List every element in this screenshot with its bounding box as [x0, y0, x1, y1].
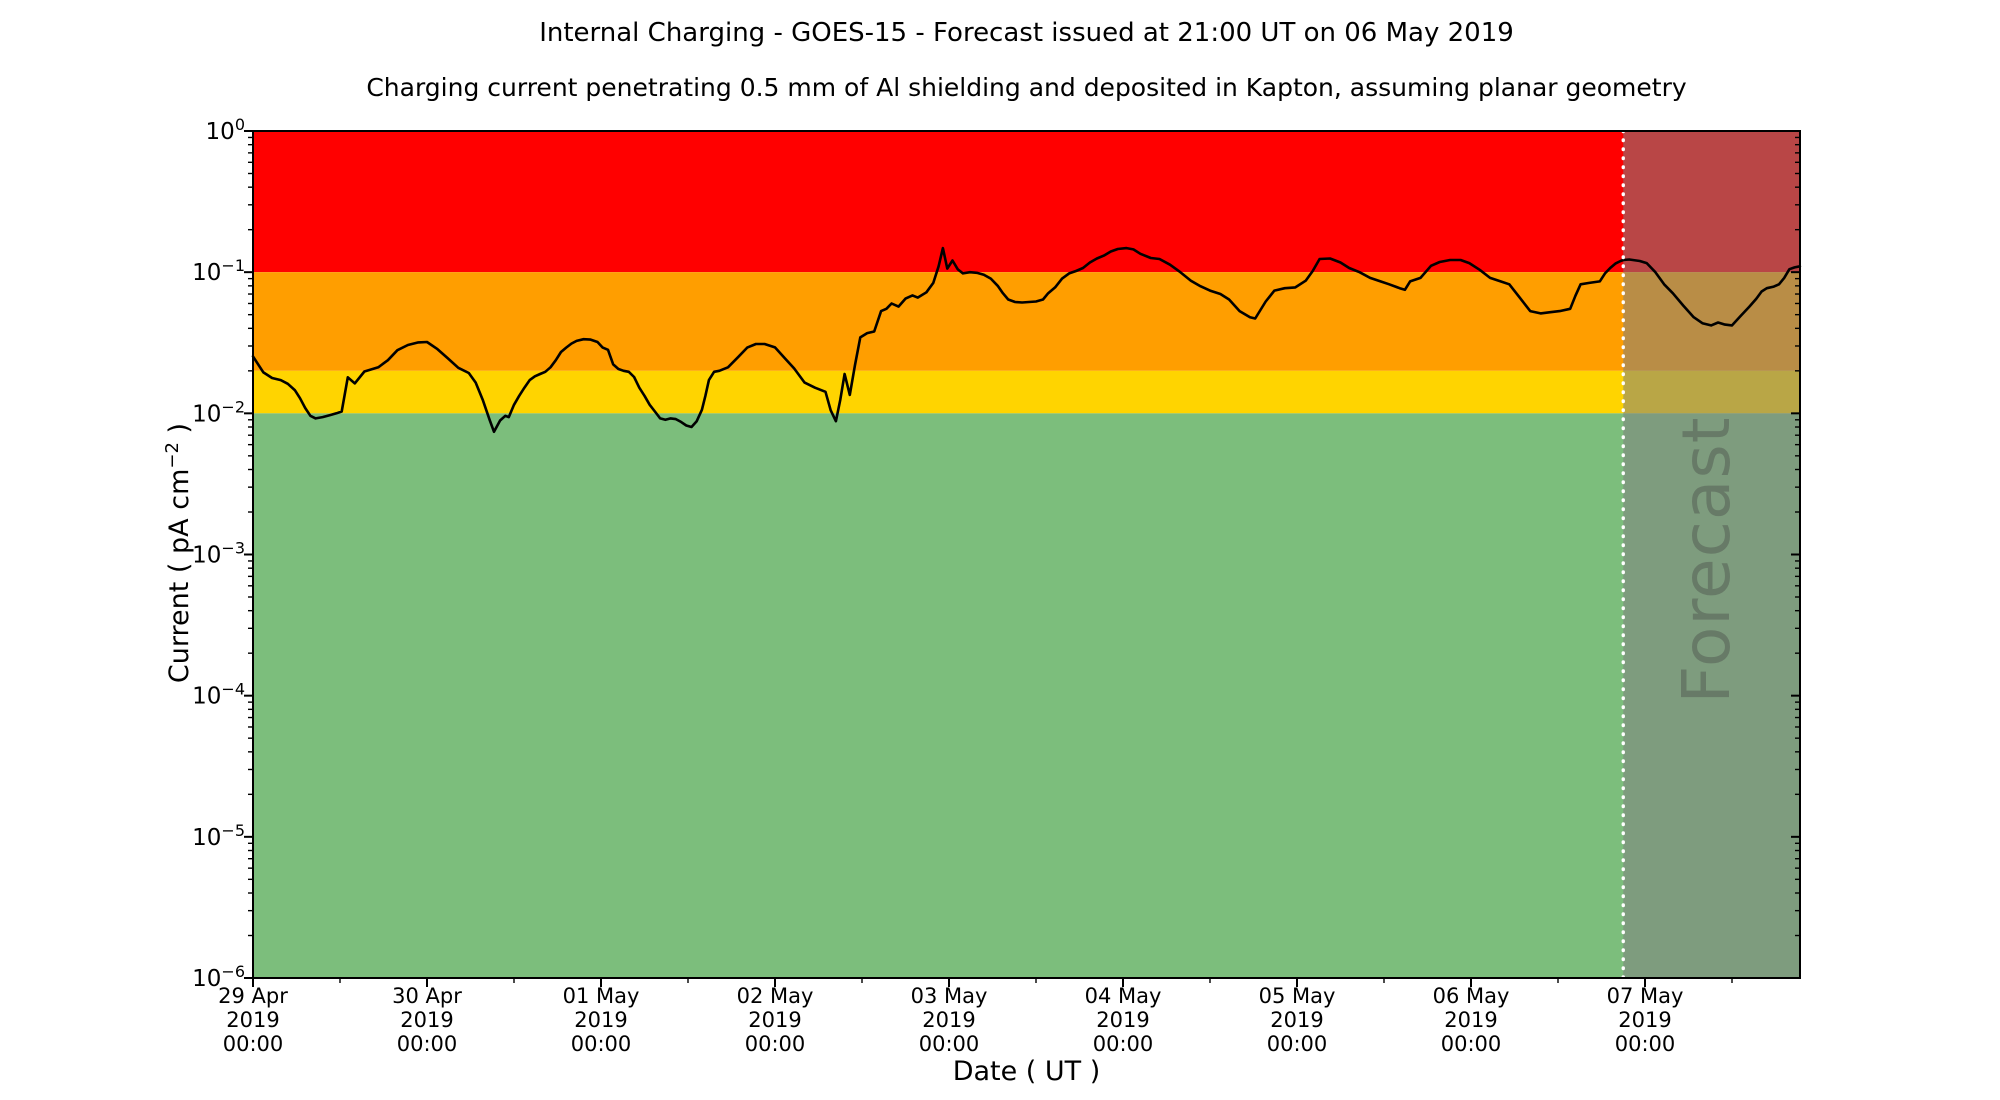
chart-subtitle: Charging current penetrating 0.5 mm of A…	[366, 73, 1687, 102]
y-tick-label: 10−2	[192, 397, 245, 427]
x-tick-label: 02 May 2019 00:00	[737, 984, 814, 1056]
x-tick-label: 05 May 2019 00:00	[1259, 984, 1336, 1056]
y-axis-title-suffix: )	[164, 422, 195, 443]
y-axis-title-superscript: −2	[162, 442, 183, 469]
y-tick-label: 10−5	[192, 821, 245, 851]
x-tick-label: 29 Apr 2019 00:00	[218, 984, 288, 1056]
forecast-overlay-region	[1623, 131, 1800, 978]
x-tick-label: 07 May 2019 00:00	[1607, 984, 1684, 1056]
y-tick-label: 10−1	[192, 256, 245, 286]
orange-band	[253, 272, 1800, 371]
y-tick-label: 10−4	[192, 680, 245, 710]
y-tick-label: 10−3	[192, 539, 245, 569]
x-tick-label: 06 May 2019 00:00	[1433, 984, 1510, 1056]
x-tick-label: 04 May 2019 00:00	[1085, 984, 1162, 1056]
y-axis-title-text: Current ( pA cm	[164, 468, 195, 684]
y-tick-label: 100	[206, 115, 245, 145]
axis-ticks: 100 10−1 10−2 10−3 10−4 10−5 10−629 Apr 2019 00:…	[192, 115, 1800, 1056]
y-tick-label: 10−6	[192, 962, 245, 992]
charging-current-line	[251, 246, 1802, 434]
forecast-watermark: Forecast	[1668, 416, 1745, 704]
green-band	[253, 413, 1800, 978]
red-band	[253, 131, 1800, 273]
x-tick-label: 01 May 2019 00:00	[563, 984, 640, 1056]
y-axis-title: Current ( pA cm−2 )	[153, 403, 195, 703]
x-axis-title: Date ( UT )	[952, 1056, 1101, 1087]
x-tick-label: 30 Apr 2019 00:00	[392, 984, 462, 1056]
x-tick-label: 03 May 2019 00:00	[911, 984, 988, 1056]
page-title: Internal Charging - GOES-15 - Forecast i…	[539, 18, 1514, 48]
gold-band	[253, 370, 1800, 414]
